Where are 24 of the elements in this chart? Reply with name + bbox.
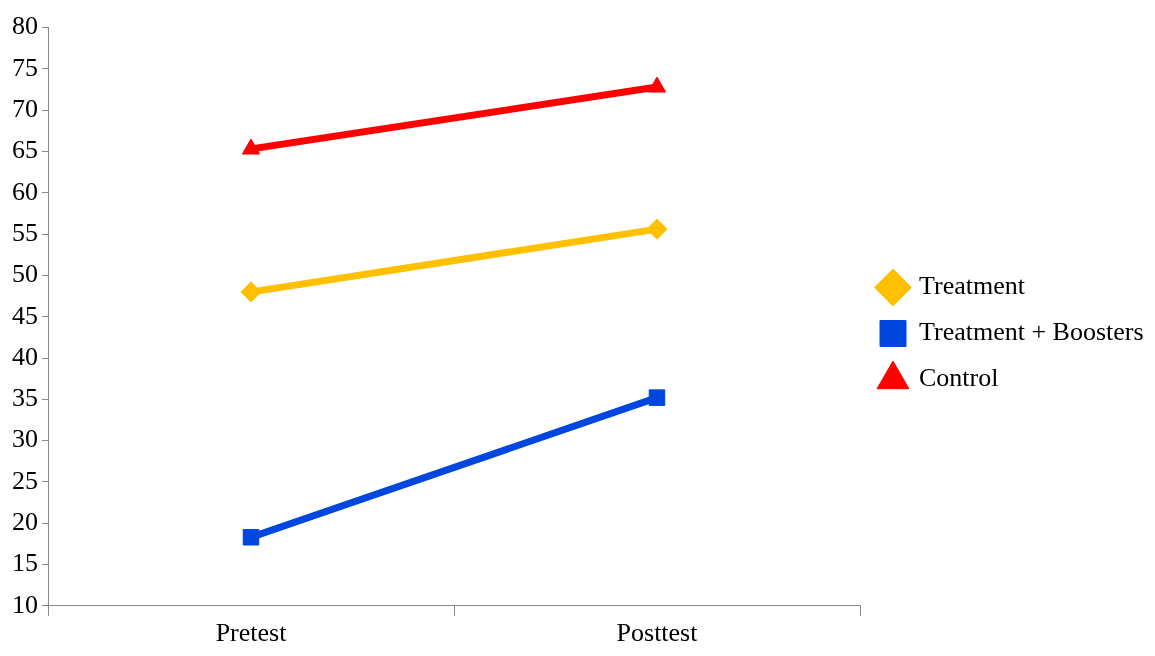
y-tick-label: 15	[12, 548, 38, 578]
point	[242, 528, 260, 546]
y-tick-label: 55	[12, 217, 38, 247]
y-tick-label: 40	[12, 341, 38, 371]
legend-label: Control	[919, 363, 999, 393]
y-tick-label: 80	[12, 11, 38, 41]
y-tick-label: 45	[12, 300, 38, 330]
x-tick-label: Posttest	[616, 618, 699, 648]
y-tick-label: 35	[12, 383, 38, 413]
point	[646, 218, 668, 240]
y-tick-label: 10	[12, 589, 38, 619]
x-tick-label: Pretest	[215, 618, 288, 648]
y-tick-label: 30	[12, 424, 38, 454]
point	[240, 281, 262, 303]
legend-label: Treatment	[919, 271, 1026, 301]
point	[648, 389, 666, 406]
y-tick-label: 65	[12, 135, 38, 165]
y-tick-label: 20	[12, 507, 38, 537]
y-tick-label: 75	[12, 52, 38, 82]
legend-label: Treatment + Boosters	[919, 317, 1144, 347]
y-tick-label: 60	[12, 176, 38, 206]
y-tick-label: 70	[12, 94, 38, 124]
y-tick-label: 25	[12, 465, 38, 495]
y-tick-label: 50	[12, 259, 38, 289]
